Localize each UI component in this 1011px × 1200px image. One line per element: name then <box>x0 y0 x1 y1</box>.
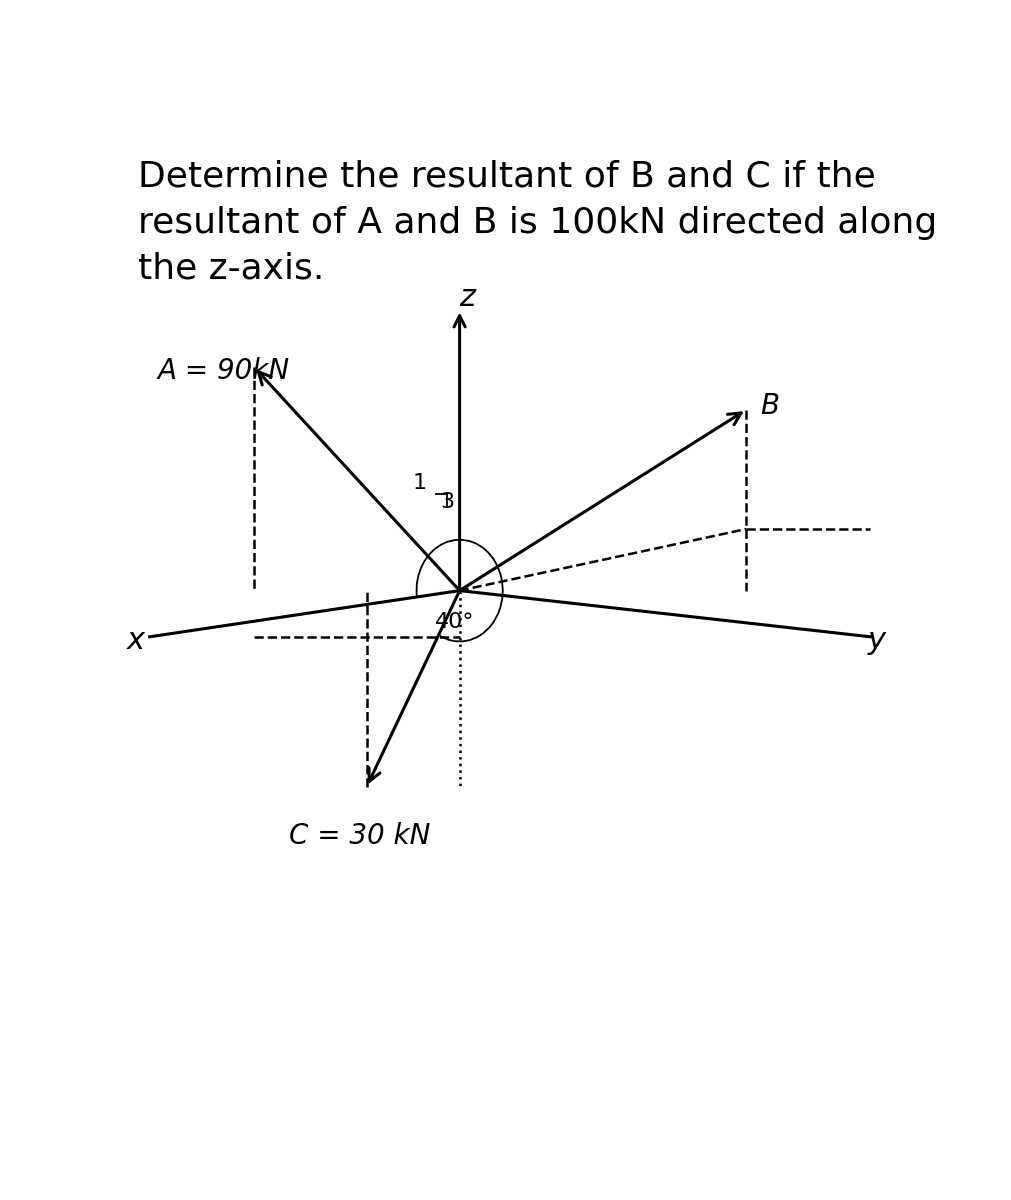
Text: the z-axis.: the z-axis. <box>137 252 325 286</box>
Text: B: B <box>760 391 779 420</box>
Text: C = 30 kN: C = 30 kN <box>289 822 431 850</box>
Text: y: y <box>867 626 886 655</box>
Text: z: z <box>459 283 475 312</box>
Text: resultant of A and B is 100kN directed along: resultant of A and B is 100kN directed a… <box>137 205 937 240</box>
Text: A = 90kN: A = 90kN <box>158 358 289 385</box>
Text: 40°: 40° <box>435 612 474 632</box>
Text: x: x <box>126 626 145 655</box>
Text: 3: 3 <box>440 492 454 512</box>
Text: Determine the resultant of B and C if the: Determine the resultant of B and C if th… <box>137 160 876 193</box>
Text: 1: 1 <box>412 473 427 493</box>
